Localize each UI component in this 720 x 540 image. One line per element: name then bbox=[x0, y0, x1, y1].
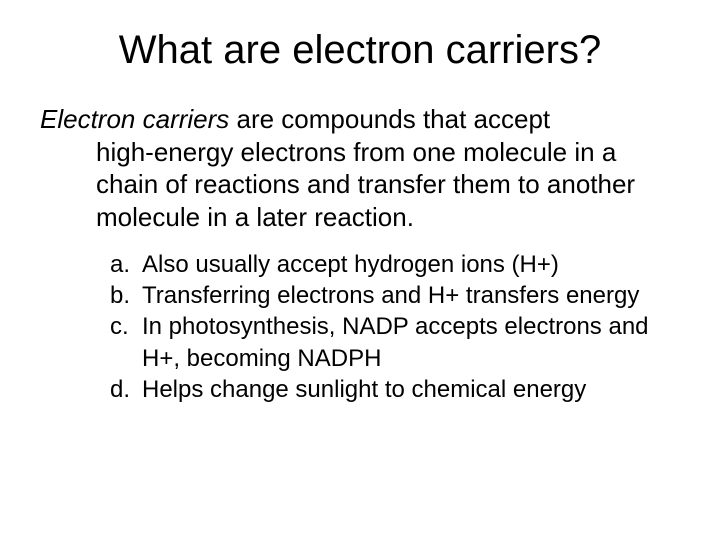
list-marker: a. bbox=[110, 249, 132, 280]
list-text: Helps change sunlight to chemical energy bbox=[142, 374, 680, 405]
list-text: In photosynthesis, NADP accepts electron… bbox=[142, 311, 680, 373]
list-marker: c. bbox=[110, 311, 132, 373]
definition-first-line-rest: are compounds that accept bbox=[237, 104, 551, 134]
list-item: c. In photosynthesis, NADP accepts elect… bbox=[110, 311, 680, 373]
list-item: b. Transferring electrons and H+ transfe… bbox=[110, 280, 680, 311]
list-marker: b. bbox=[110, 280, 132, 311]
list-item: a. Also usually accept hydrogen ions (H+… bbox=[110, 249, 680, 280]
sub-points-list: a. Also usually accept hydrogen ions (H+… bbox=[40, 249, 680, 405]
definition-paragraph: Electron carriers are compounds that acc… bbox=[40, 103, 680, 233]
slide-title: What are electron carriers? bbox=[40, 28, 680, 73]
list-item: d. Helps change sunlight to chemical ene… bbox=[110, 374, 680, 405]
definition-continuation: high-energy electrons from one molecule … bbox=[40, 136, 680, 234]
list-text: Also usually accept hydrogen ions (H+) bbox=[142, 249, 680, 280]
list-text: Transferring electrons and H+ transfers … bbox=[142, 280, 680, 311]
slide: What are electron carriers? Electron car… bbox=[0, 0, 720, 540]
list-marker: d. bbox=[110, 374, 132, 405]
definition-lead-italic: Electron carriers bbox=[40, 104, 237, 134]
